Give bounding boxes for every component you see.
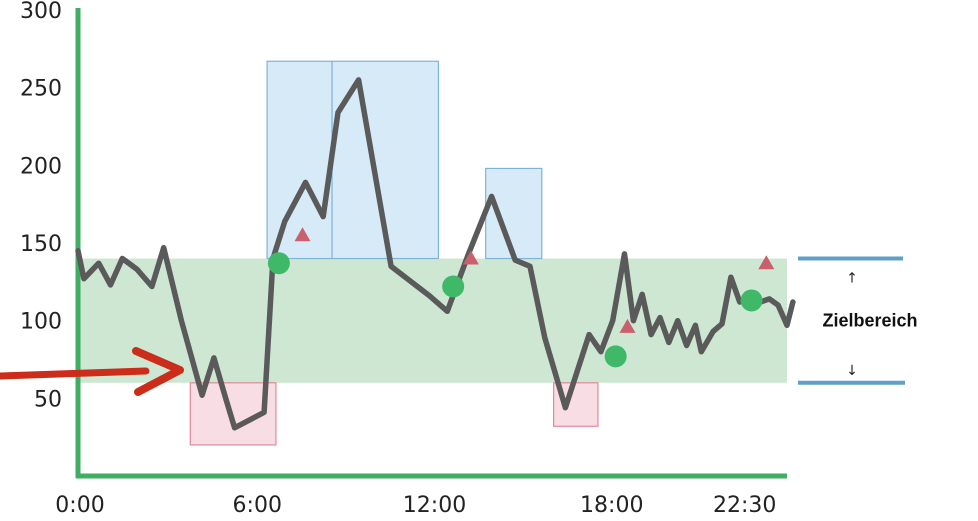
y-tick-label: 50 — [34, 387, 62, 412]
y-tick-label: 250 — [20, 77, 62, 102]
x-axis-ticks: 0:00 6:00 12:00 18:00 22:30 — [55, 493, 776, 518]
y-tick-label: 100 — [20, 310, 62, 335]
up-arrow-icon: ↑ — [846, 271, 858, 287]
triangle-marker-2 — [619, 318, 636, 333]
x-tick-label: 18:00 — [580, 493, 643, 518]
y-axis-ticks: 50 100 150 200 250 300 — [20, 0, 62, 412]
callout-arrow-shaft — [0, 367, 150, 380]
x-tick-label: 0:00 — [55, 493, 104, 518]
x-tick-label: 22:30 — [713, 493, 776, 518]
y-tick-label: 300 — [20, 0, 62, 24]
target-range-legend: ↑ Zielbereich ↓ — [798, 256, 918, 385]
low-callout-arrow — [0, 347, 184, 396]
event-point-0 — [267, 252, 290, 275]
triangle-marker-0 — [294, 227, 311, 242]
event-markers — [267, 227, 775, 368]
down-arrow-icon: ↓ — [846, 363, 858, 379]
event-point-1 — [442, 275, 465, 298]
chart-axes — [75, 8, 787, 479]
x-tick-label: 12:00 — [403, 493, 466, 518]
excursion-boxes — [189, 60, 599, 446]
event-point-3 — [740, 289, 763, 312]
callout-arrow-head — [132, 347, 184, 396]
x-tick-label: 6:00 — [233, 493, 282, 518]
triangle-marker-1 — [462, 250, 479, 265]
high-excursion-box-2 — [485, 167, 543, 260]
y-tick-label: 150 — [20, 232, 62, 257]
glucose-series — [75, 77, 796, 431]
triangle-marker-3 — [758, 255, 775, 270]
target-range-label: Zielbereich — [822, 311, 917, 331]
target-range-fill — [78, 258, 787, 383]
target-range-band — [78, 258, 787, 383]
event-point-2 — [604, 345, 627, 368]
high-excursion-box-0 — [266, 60, 333, 260]
y-tick-label: 200 — [20, 154, 62, 179]
glucose-line-0 — [75, 77, 796, 431]
